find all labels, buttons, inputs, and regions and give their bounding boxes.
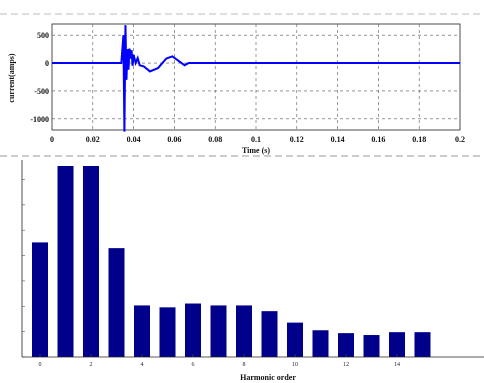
current-x-tick-label: 0.1 [251, 135, 261, 144]
harmonic-bar [363, 335, 380, 357]
current-grid [52, 24, 460, 130]
harmonic-x-tick-label: 0 [39, 362, 42, 368]
current-y-tick-labels: 500 0 -500 -1000 [30, 31, 49, 124]
current-x-tick-label: 0.2 [455, 135, 465, 144]
harmonic-bar [83, 166, 99, 357]
harmonic-spectrum-chart: 0 2 4 6 8 10 12 14 Harmonic order [21, 160, 484, 382]
current-x-axis-label: Time (s) [242, 146, 270, 155]
harmonic-x-tick-label: 14 [394, 362, 400, 368]
harmonic-x-tick-label: 2 [90, 362, 93, 368]
harmonic-bar [57, 166, 74, 357]
harmonic-x-tick-labels: 0 2 4 6 8 10 12 14 [39, 354, 400, 368]
harmonic-bar [389, 332, 405, 357]
current-x-tick-label: 0.06 [167, 135, 181, 144]
harmonic-x-tick-label: 12 [343, 362, 349, 368]
harmonic-bar [287, 322, 303, 357]
harmonic-x-tick-label: 8 [243, 362, 246, 368]
harmonic-x-tick-label: 4 [141, 362, 144, 368]
current-x-tick-label: 0.18 [412, 135, 426, 144]
current-waveform-line [52, 25, 460, 132]
current-x-tick-labels: 0 0.02 0.04 0.06 0.08 0.1 0.12 0.14 0.16 0.18 0.2 [50, 135, 465, 144]
harmonic-bar [210, 305, 227, 357]
harmonic-bar [108, 248, 125, 357]
harmonic-x-axis-label: Harmonic order [240, 373, 296, 382]
current-x-tick-label: 0.16 [371, 135, 385, 144]
harmonic-bar [32, 242, 48, 357]
harmonic-bar [159, 307, 176, 357]
current-x-tick-label: 0 [50, 135, 54, 144]
harmonic-bar [236, 305, 252, 357]
harmonic-bar [312, 330, 329, 357]
current-y-tick-label: -500 [34, 87, 49, 96]
harmonic-bar [338, 333, 354, 358]
current-y-tick-label: 500 [37, 31, 49, 40]
current-y-tick-label: 0 [45, 59, 49, 68]
harmonic-bar [185, 303, 201, 357]
harmonic-bar [414, 332, 431, 357]
harmonic-bar [261, 311, 278, 357]
current-time-chart: 500 0 -500 -1000 0 0.02 0.04 0.06 0.08 0.1 0.12 0.… [7, 23, 465, 155]
current-y-tick-label: -1000 [30, 115, 49, 124]
current-x-tick-label: 0.04 [127, 135, 141, 144]
current-x-tick-label: 0.02 [86, 135, 100, 144]
harmonic-bars [32, 166, 431, 358]
harmonic-x-tick-label: 10 [292, 362, 298, 368]
harmonic-y-ticks [22, 179, 25, 358]
harmonic-bar [134, 305, 150, 357]
current-x-tick-label: 0.12 [290, 135, 304, 144]
current-x-tick-label: 0.08 [208, 135, 222, 144]
current-y-axis-label: current(amps) [7, 53, 16, 103]
harmonic-x-tick-label: 6 [192, 362, 195, 368]
current-x-tick-label: 0.14 [331, 135, 345, 144]
